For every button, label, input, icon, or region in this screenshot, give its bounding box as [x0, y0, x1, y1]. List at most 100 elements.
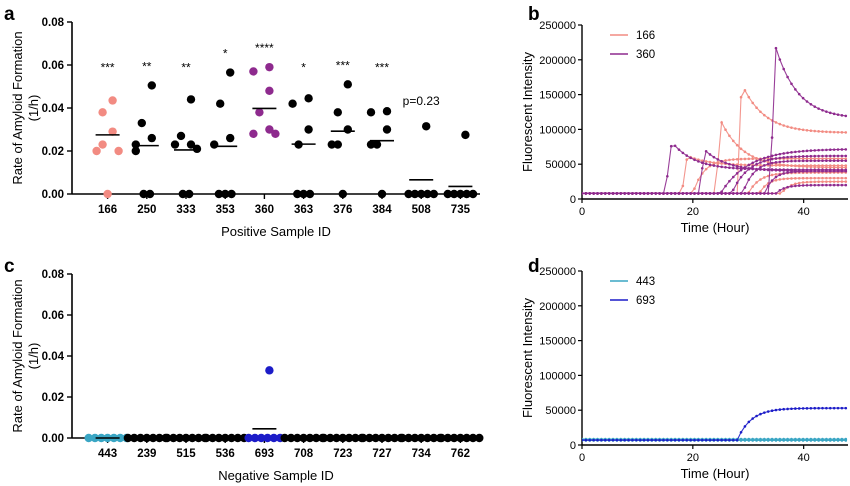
data-point — [305, 189, 315, 199]
data-point — [265, 62, 274, 72]
series-marker — [809, 437, 813, 441]
series-marker — [766, 410, 770, 413]
series-marker — [805, 154, 809, 158]
series-marker — [747, 178, 751, 181]
series-marker — [588, 438, 592, 442]
series-marker — [697, 192, 700, 195]
series-marker — [782, 160, 786, 163]
series-marker — [735, 172, 739, 175]
data-point — [131, 140, 140, 149]
series-marker — [623, 438, 626, 442]
series-marker — [840, 131, 844, 134]
series-marker — [778, 178, 782, 181]
y-tick-label: 200000 — [539, 55, 576, 67]
series-marker — [642, 438, 646, 442]
series-marker — [627, 438, 630, 442]
series-marker — [805, 164, 809, 167]
data-point — [429, 189, 438, 199]
x-tick-label: 727 — [372, 448, 391, 460]
y-tick-label: 50000 — [545, 405, 576, 417]
series-marker — [743, 163, 747, 167]
series-marker — [720, 165, 723, 169]
series-marker — [735, 143, 739, 147]
series-marker — [790, 126, 793, 129]
data-point — [139, 189, 148, 199]
scatter-panel-a: a 0.00 0.02 0.04 0.06 0.08 Rate of Amyloid For… — [4, 4, 480, 239]
series-marker — [763, 159, 766, 163]
data-point — [155, 433, 164, 443]
data-point — [147, 133, 156, 143]
series-marker — [801, 155, 805, 158]
series-marker — [638, 438, 642, 442]
x-axis-title: Positive Sample ID — [221, 224, 331, 239]
series-marker — [801, 157, 805, 160]
series-marker — [844, 148, 848, 151]
series-marker — [766, 155, 770, 159]
series-marker — [844, 159, 848, 163]
data-point — [366, 108, 376, 117]
series-marker — [801, 176, 805, 180]
x-tick-label: 166 — [98, 204, 117, 216]
series-marker — [782, 187, 786, 190]
data-point — [186, 140, 196, 149]
series-marker — [836, 169, 840, 173]
series-marker — [821, 130, 824, 133]
series-marker — [825, 130, 828, 134]
data-point — [244, 433, 253, 443]
series-marker — [794, 155, 797, 158]
series-marker — [592, 438, 595, 442]
y-tick-label: 0 — [570, 194, 576, 206]
series-marker — [751, 161, 754, 165]
series-marker — [844, 183, 848, 187]
series-marker — [805, 149, 809, 153]
x-tick-label: 250 — [137, 204, 156, 216]
significance-label: p=0.23 — [403, 94, 440, 108]
series-marker — [747, 192, 751, 195]
series-marker — [770, 168, 774, 172]
series-marker — [755, 168, 758, 172]
series-marker — [755, 192, 758, 195]
y-axis-unit: (1/h) — [26, 343, 41, 370]
series-marker — [786, 437, 789, 441]
series-marker — [755, 159, 758, 163]
significance-label: *** — [375, 61, 389, 75]
series-marker — [704, 160, 708, 163]
series-marker — [728, 134, 731, 138]
series-marker — [801, 164, 805, 167]
series-marker — [584, 192, 588, 195]
series-marker — [844, 157, 848, 160]
data-point — [404, 433, 413, 443]
series-marker — [646, 438, 650, 442]
series-marker — [611, 192, 615, 195]
series-marker — [813, 157, 817, 160]
series-marker — [828, 164, 832, 167]
series-marker — [716, 158, 720, 161]
series-marker — [697, 438, 700, 442]
series-marker — [836, 437, 840, 441]
x-tick-label: 708 — [294, 448, 314, 460]
series-marker — [774, 178, 778, 182]
series-marker — [786, 407, 789, 411]
series-marker — [797, 407, 801, 410]
series-marker — [797, 164, 801, 167]
panel-letter-a: a — [4, 4, 15, 25]
series-marker — [801, 184, 805, 187]
data-point — [382, 125, 392, 134]
series-marker — [669, 438, 673, 442]
series-marker — [817, 154, 820, 158]
series-marker — [801, 128, 805, 132]
series-marker — [662, 192, 665, 195]
x-tick-label: 443 — [98, 448, 117, 460]
series-marker — [677, 148, 681, 151]
series-marker — [786, 185, 789, 189]
series-marker — [759, 110, 762, 114]
significance-label: * — [301, 61, 306, 75]
series-marker — [766, 437, 770, 441]
series-marker — [731, 164, 735, 167]
data-point — [123, 433, 133, 443]
data-point — [280, 433, 289, 443]
series-marker — [755, 157, 758, 161]
series-marker — [763, 185, 766, 188]
series-marker — [809, 102, 813, 106]
series-marker — [828, 148, 832, 152]
